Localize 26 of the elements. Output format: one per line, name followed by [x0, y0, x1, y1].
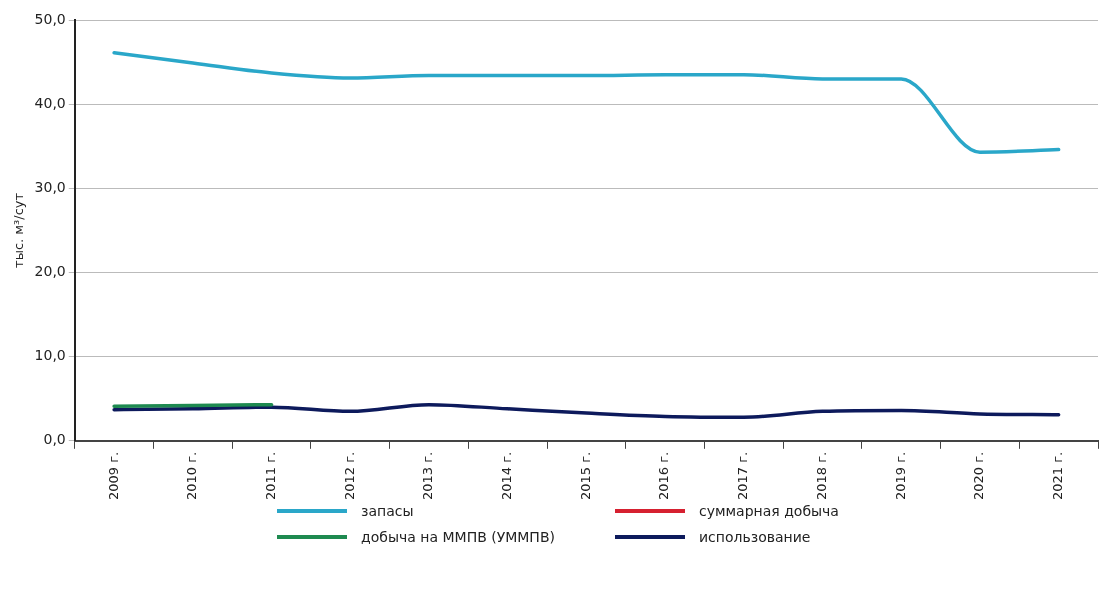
x-tick-label: 2021 г.: [1050, 451, 1066, 501]
x-tick-label: 2013 г.: [420, 451, 436, 501]
x-tick-label: 2019 г.: [892, 451, 908, 501]
x-tick-label: 2014 г.: [499, 451, 515, 501]
x-tick-label: 2015 г.: [577, 451, 593, 501]
x-tick-label: 2010 г.: [184, 451, 200, 501]
y-tick-label: 0,0: [43, 431, 66, 448]
legend-label: добыча на ММПВ (УММПВ): [361, 529, 555, 545]
line-series: [112, 402, 1061, 420]
x-tick-label: 2020 г.: [971, 451, 987, 501]
x-tick-label: 2018 г.: [813, 451, 829, 501]
y-tick-label: 50,0: [34, 10, 66, 27]
y-tick-label: 20,0: [34, 263, 66, 280]
y-tick-label: 40,0: [34, 94, 66, 111]
x-tick-label: 2016 г.: [656, 451, 672, 501]
legend-label: запасы: [361, 503, 414, 519]
x-tick-label: 2012 г.: [341, 451, 357, 501]
line-series: [112, 51, 1061, 154]
legend-label: суммарная добыча: [698, 503, 839, 519]
y-tick-label: 30,0: [34, 178, 66, 195]
y-axis-title: тыс. м³/сут: [11, 192, 27, 268]
x-tick-label: 2011 г.: [262, 451, 278, 501]
x-tick-label: 2009 г.: [105, 451, 121, 501]
x-tick-label: 2017 г.: [735, 451, 751, 501]
y-tick-label: 10,0: [34, 347, 66, 364]
legend-label: использование: [698, 529, 811, 545]
